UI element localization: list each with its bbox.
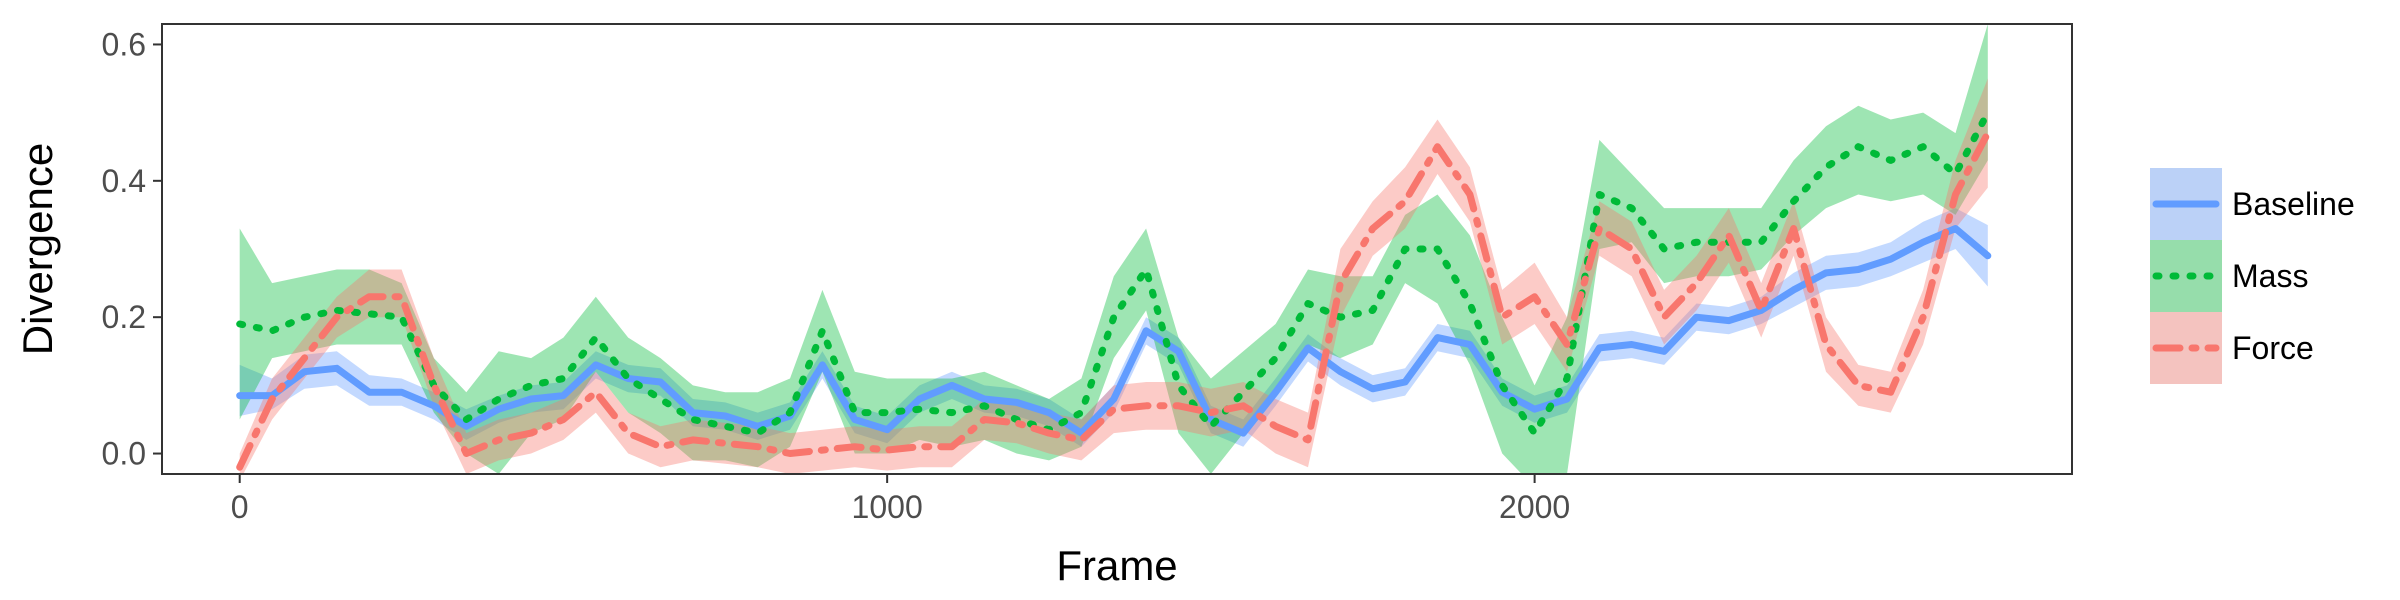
mass-series-line <box>236 109 1992 437</box>
x-axis-title: Frame <box>1056 542 1177 589</box>
y-axis: 0.0 0.2 0.4 0.6 <box>102 26 162 472</box>
x-tick-label: 0 <box>231 489 249 525</box>
plot-panel-border <box>161 23 2073 475</box>
baseline-confidence-band <box>239 208 1988 447</box>
legend-entry-mass: Mass <box>2150 240 2308 312</box>
y-tick-label: 0.2 <box>102 299 146 335</box>
confidence-bands <box>239 24 1988 474</box>
legend: Baseline Mass Force <box>2150 168 2355 384</box>
mass-confidence-band <box>239 24 1988 474</box>
x-axis: 0 1000 2000 <box>231 474 1570 525</box>
y-tick-label: 0.6 <box>102 26 146 62</box>
force-series-line <box>236 129 1992 471</box>
series-lines <box>236 109 1992 471</box>
y-axis-title: Divergence <box>14 143 61 355</box>
y-tick-label: 0.4 <box>102 163 146 199</box>
legend-label-mass: Mass <box>2232 258 2308 294</box>
y-tick-label: 0.0 <box>102 436 146 472</box>
legend-label-force: Force <box>2232 330 2314 366</box>
x-tick-label: 2000 <box>1499 489 1570 525</box>
baseline-series-line <box>236 225 1992 437</box>
x-tick-label: 1000 <box>852 489 923 525</box>
legend-label-baseline: Baseline <box>2232 186 2355 222</box>
legend-entry-force: Force <box>2150 312 2314 384</box>
legend-entry-baseline: Baseline <box>2150 168 2355 240</box>
